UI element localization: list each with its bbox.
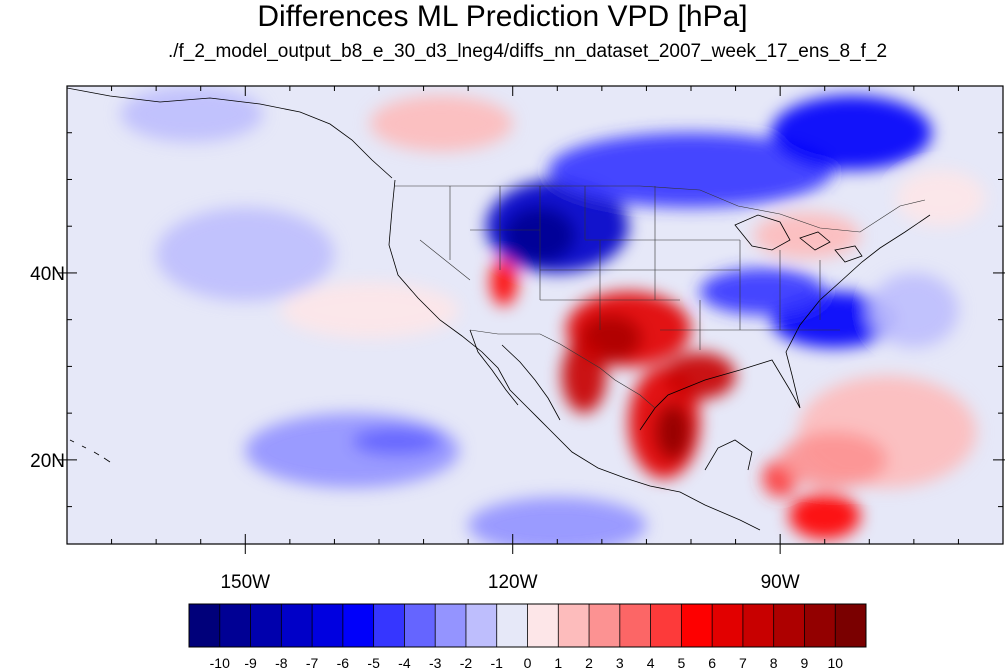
lon-tick-label: 120W — [488, 572, 538, 593]
colorbar-swatch — [835, 604, 867, 647]
colorbar-label: 5 — [677, 655, 685, 671]
field-region-east-canada-pink — [896, 170, 986, 227]
field-region-midwest — [699, 268, 825, 315]
colorbar-swatch — [589, 604, 621, 647]
colorbar-label: 4 — [647, 655, 655, 671]
colorbar-label: -8 — [275, 655, 288, 671]
colorbar-swatch — [435, 604, 467, 647]
vpd-difference-field — [120, 86, 986, 544]
field-region-mexico-core — [655, 403, 692, 460]
coastlines — [67, 87, 931, 531]
field-region-canada-band — [548, 132, 834, 208]
us-canada-border — [395, 185, 926, 233]
us-mexico-border — [469, 329, 656, 409]
colorbar-swatch — [281, 604, 313, 647]
field-region-nw-us-core — [503, 207, 576, 264]
colorbar-swatch — [404, 604, 436, 647]
page-title: Differences ML Prediction VPD [hPa] — [257, 0, 748, 33]
map-axes: 150W 120W 90W 40N 20N — [30, 86, 1005, 593]
colorbar-frame — [188, 603, 867, 648]
colorbar-label: 3 — [616, 655, 624, 671]
baja-coastline — [469, 329, 519, 406]
great-lakes — [734, 214, 863, 263]
north-america-coastline — [388, 179, 931, 531]
page-subtitle: ./f_2_model_output_b8_e_30_d3_lneg4/diff… — [167, 41, 888, 62]
colorbar-swatch — [619, 604, 651, 647]
colorbar-swatch — [773, 604, 805, 647]
colorbar-label: 1 — [554, 655, 562, 671]
lon-tick-label: 150W — [220, 572, 270, 593]
colorbar-swatch — [742, 604, 774, 647]
colorbar-swatch — [804, 604, 836, 647]
field-region-baja — [561, 338, 607, 414]
hawaii-islands — [69, 439, 111, 463]
lat-tick-label: 20N — [30, 451, 65, 472]
colorbar-label: -7 — [306, 655, 319, 671]
colorbar-swatch — [250, 604, 282, 647]
colorbar-swatch — [527, 604, 559, 647]
field-region-gulf-coast — [664, 352, 736, 400]
field-region-california-red — [490, 258, 518, 306]
field-region-central-america — [789, 492, 861, 540]
colorbar-swatch — [712, 604, 744, 647]
colorbar-label: 0 — [524, 655, 532, 671]
field-region-north-pink — [370, 95, 513, 152]
colorbar-label: 8 — [770, 655, 778, 671]
colorbar-swatch — [219, 604, 251, 647]
colorbar-label: 6 — [708, 655, 716, 671]
colorbar-swatch — [312, 604, 344, 647]
colorbar-swatch — [496, 604, 528, 647]
colorbar-label: -5 — [367, 655, 380, 671]
field-region-canada-east — [771, 95, 932, 171]
colorbar-label: -2 — [460, 655, 473, 671]
state-borders — [395, 185, 926, 409]
field-region-alaska-blue — [120, 86, 264, 143]
gulf-of-california-coast — [501, 344, 561, 421]
field-region-caribbean-pink — [780, 431, 888, 488]
colorbar-swatch — [342, 604, 374, 647]
yucatan-coast — [704, 439, 753, 471]
colorbar: -10 -9 -8 -7 -6 -5 -4 -3 -2 -1 0 1 2 3 4 5 6 7 8 9 10 — [188, 603, 867, 671]
interior-state-lines — [419, 186, 840, 350]
field-region-atlantic-blue — [869, 272, 959, 348]
alaska-coast — [67, 87, 393, 179]
colorbar-label: -4 — [398, 655, 411, 671]
colorbar-label: 9 — [801, 655, 809, 671]
colorbar-label: 10 — [827, 655, 843, 671]
colorbar-swatch — [650, 604, 682, 647]
field-region-nw-pacific-pink — [280, 282, 460, 339]
colorbar-swatch — [558, 604, 590, 647]
field-region-se-pacific-blue — [468, 497, 647, 544]
colorbar-swatch — [465, 604, 498, 647]
colorbar-swatch — [373, 604, 405, 647]
map-frame — [66, 85, 1004, 545]
colorbar-label: 2 — [585, 655, 593, 671]
field-region-pacific-north-blue — [156, 207, 335, 301]
lat-tick-label: 40N — [30, 264, 65, 285]
colorbar-label: -3 — [429, 655, 442, 671]
colorbar-label: -9 — [244, 655, 257, 671]
colorbar-label: -6 — [337, 655, 350, 671]
colorbar-swatch — [189, 604, 221, 647]
colorbar-label: 7 — [739, 655, 747, 671]
colorbar-label: -10 — [210, 655, 230, 671]
lon-tick-label: 90W — [761, 572, 800, 593]
colorbar-label: -1 — [491, 655, 504, 671]
colorbar-swatch — [681, 604, 713, 647]
field-region-pacific-band-core — [352, 427, 442, 456]
